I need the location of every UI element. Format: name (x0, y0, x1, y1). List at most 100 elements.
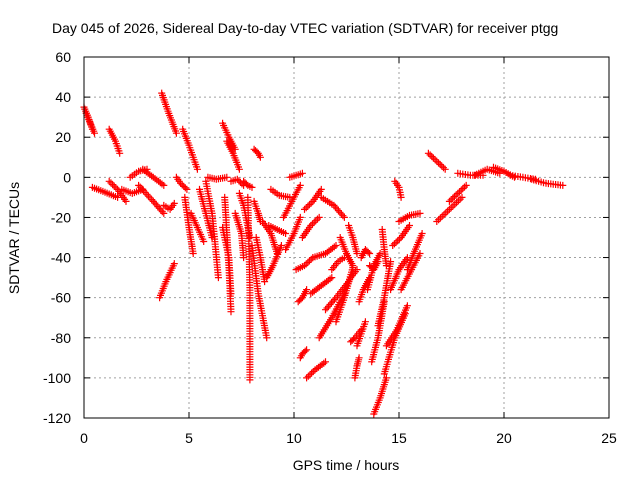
data-point-markers (378, 226, 390, 270)
data-arc (196, 185, 216, 241)
data-point-markers (187, 209, 208, 245)
data-point-markers (160, 199, 178, 213)
data-arc (286, 169, 306, 181)
data-point-markers (158, 89, 180, 137)
data-arc (374, 258, 395, 330)
data-point-markers (280, 181, 304, 221)
data-point-markers (265, 222, 290, 237)
data-arc (240, 177, 256, 191)
data-point-markers (252, 234, 269, 286)
data-point-markers (156, 260, 178, 302)
data-arc (172, 173, 191, 193)
data-arc (328, 254, 348, 274)
data-point-markers (317, 193, 348, 221)
data-arc (181, 193, 197, 257)
data-arc (135, 181, 168, 217)
data-arc (307, 274, 336, 298)
data-point-markers (286, 169, 306, 181)
data-point-markers (366, 258, 382, 274)
data-arc (259, 218, 281, 257)
data-arc (202, 177, 222, 282)
data-arc (158, 89, 180, 137)
grid (84, 57, 609, 418)
data-point-markers (219, 119, 239, 153)
data-point-markers (248, 242, 271, 342)
x-tick-label: 25 (601, 430, 617, 446)
data-arc (231, 209, 248, 262)
y-tick-label: 60 (55, 49, 71, 65)
data-point-markers (82, 109, 98, 137)
data-point-markers (244, 193, 254, 384)
y-axis-label: SDTVAR / TECUs (6, 182, 22, 294)
data-point-markers (309, 242, 340, 262)
data-point-markers (403, 230, 426, 274)
data-arc (389, 222, 413, 249)
chart-title: Day 045 of 2026, Sidereal Day-to-day VTE… (52, 20, 558, 36)
data-point-markers (221, 193, 235, 316)
y-tick-label: -80 (51, 330, 71, 346)
data-point-markers (296, 346, 311, 362)
data-point-markers (250, 145, 264, 161)
data-arc (248, 242, 271, 342)
data-arc (292, 254, 317, 274)
data-point-markers (345, 222, 361, 257)
data-point-markers (240, 177, 256, 191)
data-point-markers (282, 213, 304, 253)
data-arc (424, 149, 449, 173)
data-arc (445, 181, 470, 205)
data-point-markers (303, 358, 329, 382)
x-tick-label: 10 (286, 430, 302, 446)
data-arc (403, 230, 426, 274)
data-point-markers (196, 185, 216, 241)
data-point-markers (374, 258, 395, 330)
x-tick-label: 15 (391, 430, 407, 446)
y-tick-label: 20 (55, 129, 71, 145)
y-tick-label: -60 (51, 290, 71, 306)
data-arc (223, 137, 243, 173)
data-marks (80, 89, 567, 418)
data-point-markers (250, 197, 264, 225)
data-arc (357, 246, 374, 262)
data-point-markers (259, 218, 281, 257)
data-arc (370, 374, 390, 418)
data-point-markers (298, 213, 323, 241)
data-point-markers (105, 177, 130, 205)
y-tick-label: 0 (63, 169, 71, 185)
data-arc (395, 209, 424, 225)
data-arc (88, 183, 122, 201)
data-arc (471, 165, 504, 179)
x-tick-label: 5 (185, 430, 193, 446)
data-arc (179, 125, 201, 173)
data-arc (280, 181, 304, 221)
data-point-markers (105, 125, 124, 157)
data-point-markers (267, 185, 294, 201)
data-point-markers (292, 254, 317, 274)
data-point-markers (471, 165, 504, 179)
data-arc (387, 254, 411, 294)
data-point-markers (353, 318, 369, 350)
data-arc (252, 234, 269, 286)
axis-ticks: 0 5 10 15 20 25 -120 -100 -80 -60 -40 -20 0 20 40 60 (43, 49, 617, 446)
data-point-markers (328, 254, 348, 274)
y-tick-label: 40 (55, 89, 71, 105)
x-axis-label: GPS time / hours (293, 457, 400, 473)
data-arc (227, 175, 248, 189)
data-arc (298, 213, 323, 241)
data-arc (219, 119, 239, 153)
data-point-markers (181, 193, 197, 257)
data-point-markers (227, 175, 248, 189)
data-arc (221, 193, 235, 316)
data-arc (263, 242, 285, 282)
data-point-markers (294, 286, 311, 306)
data-arc (160, 199, 178, 213)
data-point-markers (135, 181, 168, 217)
data-arc (317, 193, 348, 221)
data-arc (105, 125, 124, 157)
x-tick-label: 0 (80, 430, 88, 446)
data-point-markers (397, 250, 424, 294)
data-arc (366, 258, 382, 274)
data-point-markers (351, 354, 363, 382)
y-tick-label: -100 (43, 370, 71, 386)
x-tick-label: 20 (496, 430, 512, 446)
data-point-markers (202, 177, 222, 282)
